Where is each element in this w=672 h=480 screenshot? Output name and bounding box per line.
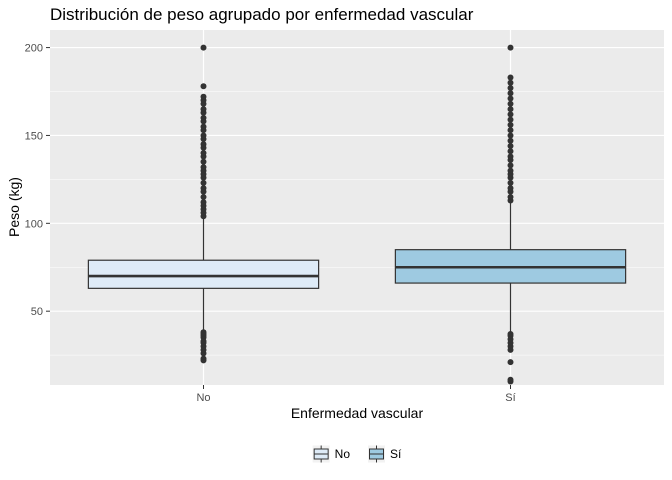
outlier-point (507, 90, 514, 97)
outlier-point (507, 132, 514, 139)
outlier-point (507, 153, 514, 160)
outlier-point (507, 121, 514, 128)
boxplot-no (87, 44, 320, 364)
outlier-point (507, 331, 514, 338)
outlier-point (200, 132, 207, 139)
outlier-point (507, 148, 514, 155)
x-tick-label: Sí (505, 392, 515, 404)
outlier-point (507, 111, 514, 118)
outlier-point (200, 114, 207, 121)
x-axis-title: Enfermedad vascular (291, 405, 424, 421)
outlier-point (200, 106, 207, 113)
outlier-point (507, 142, 514, 149)
outlier-point (507, 359, 514, 366)
outlier-point (200, 199, 207, 206)
outlier-point (507, 185, 514, 192)
y-tick-label: 200 (25, 43, 43, 55)
y-axis-title: Peso (kg) (6, 177, 22, 237)
chart-title: Distribución de peso agrupado por enferm… (50, 5, 474, 24)
y-tick-label: 150 (25, 130, 43, 142)
y-tick-label: 100 (25, 218, 43, 230)
outlier-point (200, 93, 207, 100)
outlier-point (507, 193, 514, 200)
outlier-point (507, 79, 514, 86)
outlier-point (200, 179, 207, 186)
outlier-point (200, 44, 207, 51)
y-tick-label: 50 (31, 306, 43, 318)
outlier-point (507, 137, 514, 144)
boxplots (87, 44, 627, 385)
outlier-point (507, 100, 514, 107)
outlier-point (507, 106, 514, 113)
outlier-point (200, 329, 207, 336)
outlier-point (507, 84, 514, 91)
y-axis: 50 100 150 200 (25, 43, 50, 318)
legend-item-si: Sí (368, 445, 402, 463)
legend-label: No (335, 447, 351, 461)
outlier-point (200, 193, 207, 200)
outlier-point (507, 44, 514, 51)
outlier-point (200, 150, 207, 157)
boxplot-si (394, 44, 627, 385)
outlier-point (507, 127, 514, 134)
outlier-point (507, 167, 514, 174)
outlier-point (507, 95, 514, 102)
outlier-point (200, 158, 207, 165)
outlier-point (200, 123, 207, 130)
box (87, 259, 320, 289)
outlier-point (200, 185, 207, 192)
outlier-point (200, 355, 207, 362)
outlier-point (507, 74, 514, 81)
plot-panel (50, 30, 664, 385)
x-axis: No Sí (196, 385, 516, 404)
outlier-point (200, 141, 207, 148)
outlier-point (200, 164, 207, 171)
outlier-point (507, 162, 514, 169)
legend-item-no: No (312, 445, 351, 463)
outlier-point (507, 179, 514, 186)
legend: No Sí (312, 445, 402, 463)
outlier-point (507, 376, 514, 383)
legend-label: Sí (390, 447, 402, 461)
outlier-point (200, 83, 207, 90)
outlier-point (507, 116, 514, 123)
x-tick-label: No (196, 392, 210, 404)
